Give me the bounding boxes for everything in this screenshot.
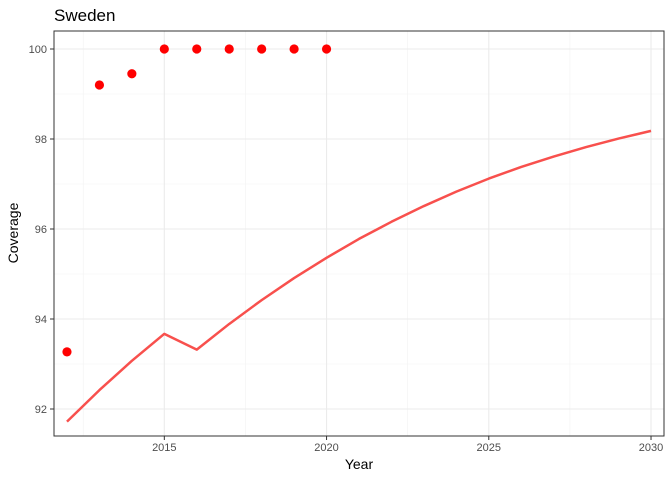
data-point [289,44,299,54]
x-axis: 2015 2020 2025 2030 [152,436,663,454]
data-point [62,347,72,357]
data-point [94,80,105,90]
major-gridlines [54,31,664,436]
x-axis-title: Year [345,456,374,472]
plot-panel-border [53,30,665,437]
y-axis: 92 94 96 98 100 [29,44,54,416]
data-point [159,44,169,54]
data-point [192,44,202,54]
y-axis-title: Coverage [5,202,21,263]
trend-line [66,129,652,423]
y-tick-label: 98 [35,134,47,146]
series-layer [62,44,652,423]
x-tick-label: 2025 [477,442,501,454]
chart-title: Sweden [54,6,115,25]
y-tick-label: 100 [29,44,47,56]
x-tick-label: 2020 [314,442,338,454]
y-tick-label: 96 [35,224,47,236]
plot-panel [54,31,664,436]
y-tick-label: 92 [35,404,47,416]
x-tick-label: 2015 [152,442,176,454]
data-point [257,44,267,54]
y-tick-label: 94 [35,314,47,326]
data-point [321,44,332,54]
minor-gridlines [54,31,664,436]
data-point [127,69,137,79]
x-tick-label: 2030 [639,442,663,454]
data-point [224,44,234,54]
